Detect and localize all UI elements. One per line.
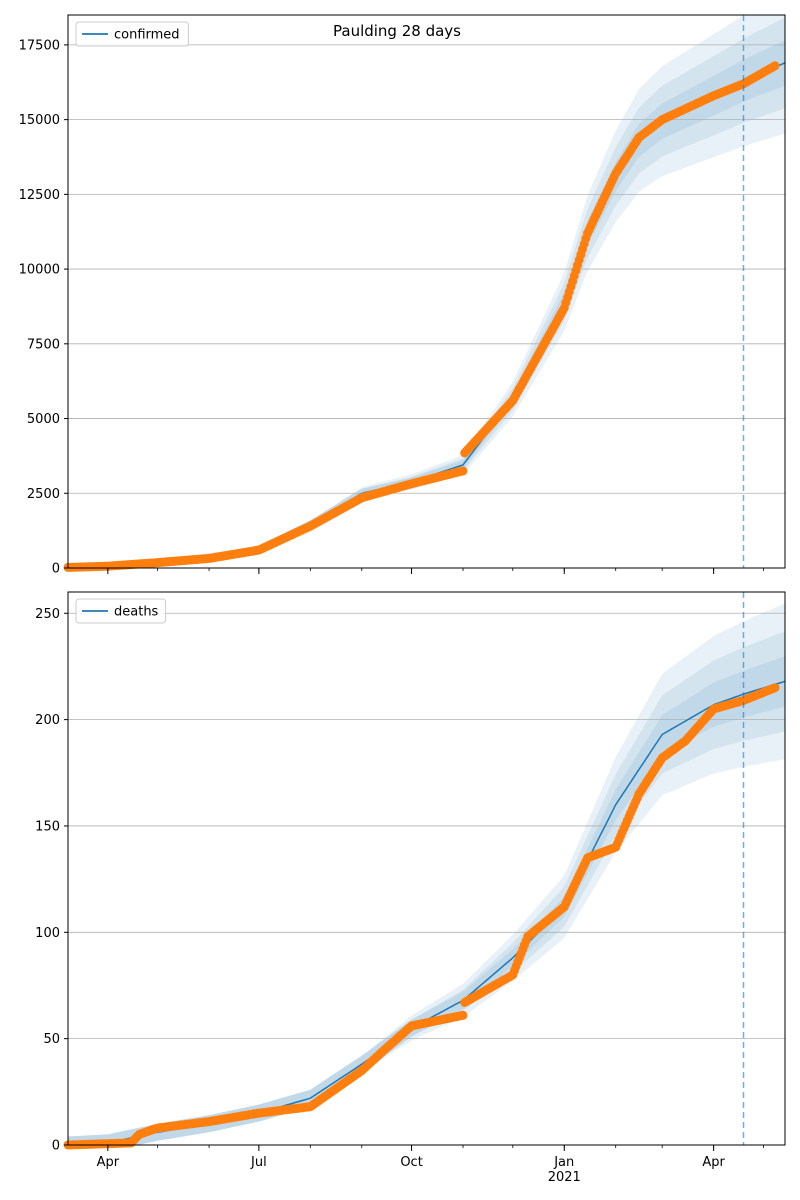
y-tick-label: 5000 (27, 412, 60, 427)
confirmed-panel: 0 2500 5000 7500 10000 12500 15000 17500 confirm… (19, 14, 786, 577)
y-tick-label: 15000 (19, 113, 60, 128)
y-tick-label: 10000 (19, 263, 60, 278)
y-tick-label: 150 (35, 819, 60, 834)
x-tick-label: Jan (553, 1155, 574, 1170)
y-tick-label: 200 (35, 713, 60, 728)
x-tick-label: Apr (97, 1155, 120, 1170)
y-tick-label: 17500 (19, 38, 60, 53)
uncertainty-band (68, 603, 785, 1145)
uncertainty-band (68, 656, 785, 1145)
y-tick-label: 0 (52, 562, 60, 577)
legend-box (75, 598, 167, 624)
legend-label: deaths (114, 605, 159, 620)
y-tick-label: 0 (52, 1139, 60, 1154)
y-tick-label: 2500 (27, 487, 60, 502)
figure-title: Paulding 28 days (333, 22, 461, 40)
x-tick-label: Oct (400, 1155, 422, 1170)
axes-frame (67, 14, 786, 569)
observed-point (458, 1010, 468, 1020)
x-tick-label: 2021 (548, 1170, 581, 1185)
y-tick-label: 50 (43, 1032, 60, 1047)
legend: confirmed (75, 21, 189, 47)
y-tick-label: 12500 (19, 188, 60, 203)
y-tick-label: 250 (35, 607, 60, 622)
y-tick-label: 100 (35, 926, 60, 941)
legend-box (75, 21, 189, 47)
uncertainty-band (68, 15, 785, 568)
x-tick-label: Apr (702, 1155, 725, 1170)
y-tick-label: 7500 (27, 337, 60, 352)
axes-frame (67, 591, 786, 1146)
observed-point (770, 61, 780, 71)
uncertainty-band (68, 631, 785, 1145)
observed-point (770, 683, 780, 693)
legend-label: confirmed (114, 28, 180, 43)
x-tick-label: Jul (250, 1155, 267, 1170)
legend: deaths (75, 598, 167, 624)
observed-point (458, 466, 468, 476)
uncertainty-band (68, 17, 785, 568)
